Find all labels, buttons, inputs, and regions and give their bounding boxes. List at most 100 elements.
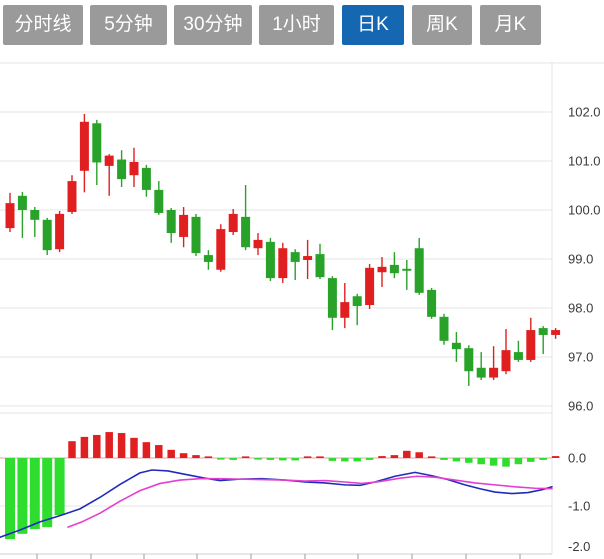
axis-labels: 102.0 101.0 100.0 99.0 98.0 97.0 96.0 0.0 -1.0 -2… — [568, 105, 601, 555]
macd-histogram-bar — [378, 456, 386, 458]
candle-body — [501, 350, 511, 372]
macd-histogram-bar — [179, 453, 188, 458]
candle-body — [241, 216, 251, 248]
macd-histogram-bar — [415, 452, 423, 458]
candle — [117, 150, 127, 187]
candle — [476, 352, 486, 381]
candle-body — [389, 264, 399, 274]
macd-histogram-bar — [291, 458, 299, 461]
macd-axis-label: -1.0 — [568, 499, 590, 514]
candle — [513, 340, 523, 362]
price-axis-label: 102.0 — [568, 105, 601, 120]
candle — [166, 208, 176, 243]
candle — [17, 191, 27, 238]
candle — [551, 328, 561, 339]
candle — [253, 233, 263, 256]
macd-histogram-bar — [80, 436, 89, 458]
candle — [278, 242, 288, 284]
macd-histogram-bar — [241, 456, 250, 458]
candle — [92, 119, 102, 186]
candle — [67, 175, 77, 214]
candle — [427, 287, 437, 319]
candle-body — [315, 254, 325, 278]
candle — [315, 243, 325, 280]
candle — [340, 283, 350, 329]
macd-histogram-bar — [427, 456, 436, 458]
candle — [42, 217, 52, 256]
candle — [141, 164, 151, 197]
macd-histogram — [5, 432, 560, 540]
candle-body — [451, 342, 461, 350]
candle — [402, 259, 412, 290]
tab-time-share[interactable]: 分时线 — [3, 5, 83, 45]
macd-histogram-bar — [502, 458, 510, 467]
macd-histogram-bar — [279, 458, 287, 461]
macd-axis-label: -2.0 — [568, 539, 590, 554]
candle-body — [551, 330, 561, 335]
macd-axis-label: 0.0 — [568, 451, 586, 466]
candle — [154, 181, 164, 215]
macd-histogram-bar — [551, 456, 560, 458]
candle-body — [17, 195, 27, 210]
macd-histogram-bar — [142, 442, 151, 458]
candle — [290, 249, 300, 281]
tab-5min[interactable]: 5分钟 — [90, 5, 167, 45]
candle — [104, 154, 114, 196]
candle-body — [377, 266, 387, 273]
gridlines — [0, 62, 604, 559]
candle-body — [340, 302, 350, 318]
macd-lines — [0, 469, 553, 539]
macd-histogram-bar — [489, 458, 498, 466]
candle-body — [55, 213, 65, 250]
candle-body — [179, 214, 189, 237]
candle — [365, 263, 375, 309]
tab-1hour[interactable]: 1小时 — [259, 5, 334, 45]
candle-body — [216, 229, 226, 270]
macd-histogram-bar — [42, 458, 53, 528]
candle-body — [526, 330, 536, 360]
candle-body — [352, 296, 362, 307]
candle-body — [414, 248, 424, 293]
candle-body — [427, 289, 437, 317]
candle-body — [5, 203, 15, 229]
macd-histogram-bar — [204, 456, 213, 458]
candle — [377, 257, 387, 287]
price-axis-label: 98.0 — [568, 301, 593, 316]
macd-histogram-bar — [29, 458, 40, 530]
macd-histogram-bar — [328, 458, 337, 461]
candle — [389, 252, 399, 279]
tab-daily-k[interactable]: 日K — [342, 5, 404, 45]
price-axis-label: 101.0 — [568, 154, 601, 169]
macd-histogram-bar — [452, 458, 461, 462]
price-axis-label: 97.0 — [568, 350, 593, 365]
candle — [191, 213, 201, 257]
candle — [526, 317, 536, 362]
candle — [30, 207, 40, 237]
tab-weekly-k[interactable]: 周K — [412, 5, 472, 45]
candle-body — [265, 241, 275, 279]
candle-body — [42, 219, 52, 251]
macd-histogram-bar — [477, 458, 485, 465]
candle-body — [489, 367, 499, 378]
candle — [228, 209, 238, 235]
candle-body — [203, 255, 213, 262]
macd-histogram-bar — [527, 458, 535, 462]
macd-histogram-bar — [68, 441, 76, 458]
tab-monthly-k[interactable]: 月K — [480, 5, 541, 45]
candle — [464, 345, 474, 386]
macd-histogram-bar — [403, 450, 411, 458]
tab-30min[interactable]: 30分钟 — [174, 5, 252, 45]
macd-histogram-bar — [465, 458, 473, 463]
candle-body — [439, 316, 449, 341]
candle — [352, 293, 362, 326]
candle-body — [327, 278, 337, 318]
candle — [241, 185, 251, 251]
macd-histogram-bar — [5, 458, 15, 540]
candle — [303, 239, 313, 280]
macd-histogram-bar — [341, 458, 349, 462]
candle — [216, 224, 226, 272]
candle-body — [191, 216, 201, 254]
macd-histogram-bar — [539, 458, 547, 460]
